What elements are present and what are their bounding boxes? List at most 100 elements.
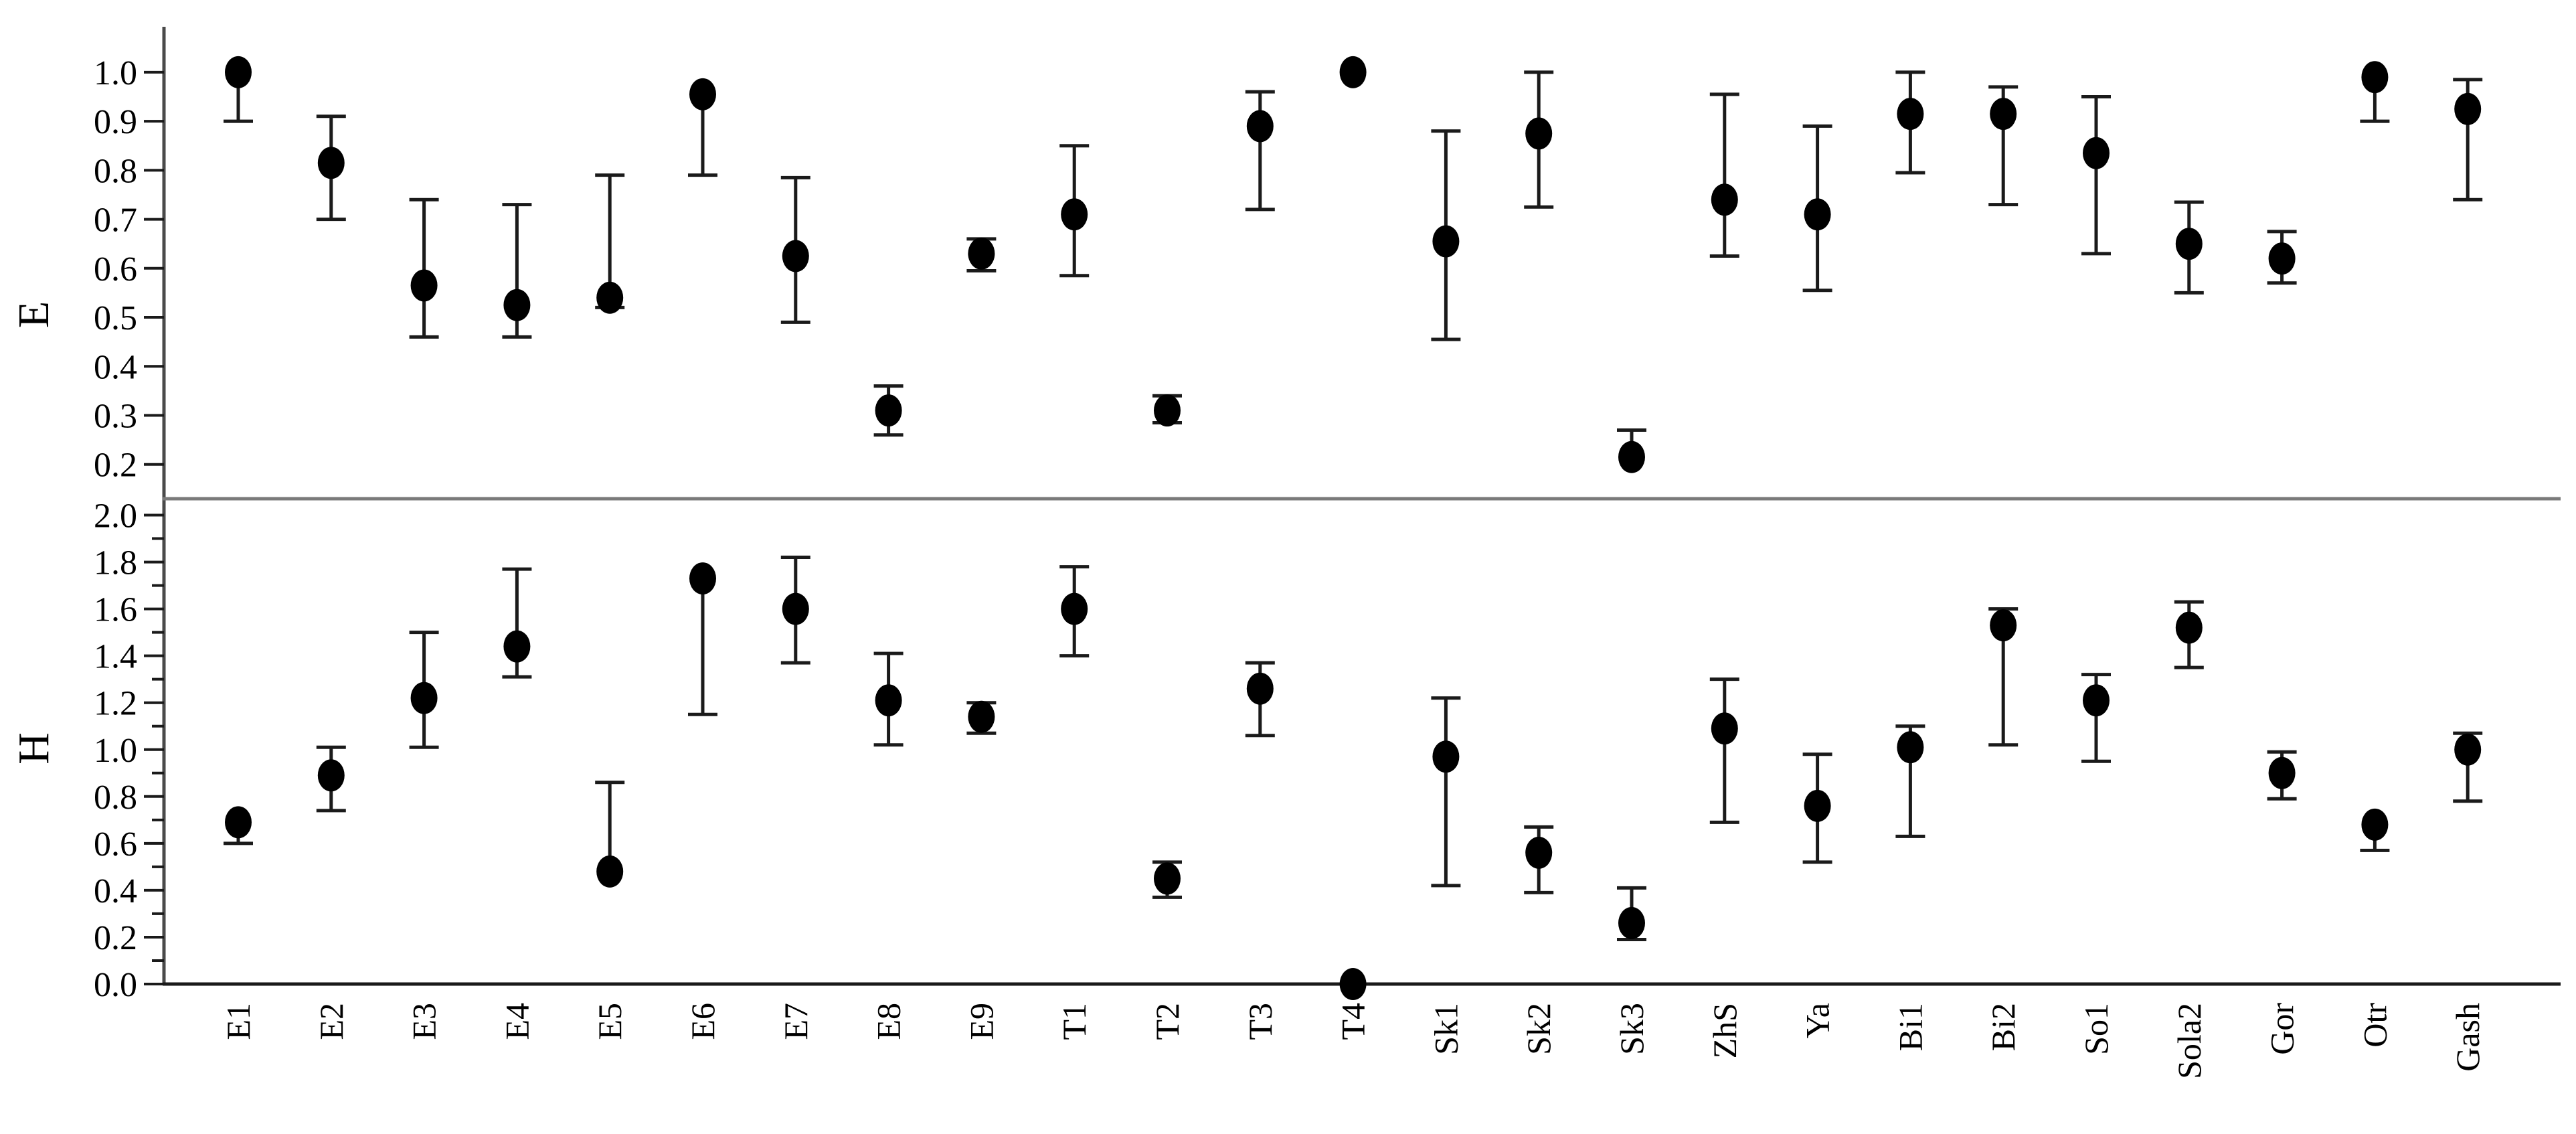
data-point-H-Bi2 (1990, 609, 2017, 642)
data-point-E-Gor (2268, 242, 2296, 275)
data-point-E-E7 (782, 240, 809, 272)
y-tick-label-E: 0.8 (94, 152, 137, 190)
x-category-label-Bi2: Bi2 (1984, 1003, 2022, 1051)
y-tick-label-H: 0.0 (94, 966, 137, 1004)
data-point-E-T2 (1154, 394, 1181, 427)
data-point-H-E6 (689, 562, 716, 595)
y-tick-label-E: 0.4 (94, 348, 137, 386)
x-category-label-Ya: Ya (1799, 1003, 1836, 1038)
data-point-H-Gor (2268, 756, 2296, 789)
data-point-H-E4 (503, 630, 531, 663)
x-category-label-E9: E9 (962, 1003, 1000, 1040)
data-point-H-Sk3 (1618, 906, 1645, 939)
y-tick-label-E: 0.9 (94, 103, 137, 141)
data-point-H-Bi1 (1897, 731, 1924, 764)
data-point-E-Otr (2361, 61, 2389, 94)
y-tick-label-E: 0.2 (94, 447, 137, 485)
data-point-E-E4 (503, 289, 531, 321)
y-tick-label-H: 0.2 (94, 919, 137, 957)
x-category-label-T1: T1 (1055, 1003, 1093, 1040)
x-category-label-Gash: Gash (2449, 1003, 2486, 1072)
data-point-H-E8 (875, 684, 902, 717)
data-point-E-E6 (689, 78, 716, 110)
data-point-E-Bi1 (1897, 98, 1924, 131)
data-point-E-E1 (225, 56, 252, 88)
data-point-H-E9 (968, 700, 995, 733)
x-category-label-Sola2: Sola2 (2170, 1003, 2208, 1079)
x-category-label-E7: E7 (777, 1003, 814, 1040)
y-tick-label-H: 1.0 (94, 732, 137, 770)
x-category-label-T3: T3 (1241, 1003, 1279, 1040)
data-point-E-E8 (875, 394, 902, 427)
data-point-H-E5 (596, 855, 624, 888)
x-category-label-E2: E2 (313, 1003, 350, 1040)
data-point-E-T1 (1061, 198, 1088, 231)
x-category-label-Bi1: Bi1 (1891, 1003, 1929, 1051)
y-tick-label-H: 0.8 (94, 779, 137, 817)
data-point-E-Sk1 (1432, 225, 1460, 258)
x-category-label-Gor: Gor (2263, 1003, 2301, 1055)
y-tick-label-H: 0.6 (94, 825, 137, 864)
data-point-H-E7 (782, 592, 809, 625)
data-point-E-E9 (968, 237, 995, 270)
data-point-H-E1 (225, 806, 252, 839)
data-point-H-So1 (2083, 684, 2110, 717)
x-category-label-E1: E1 (220, 1003, 257, 1040)
x-category-label-T2: T2 (1148, 1003, 1186, 1040)
x-category-label-Sk1: Sk1 (1427, 1003, 1464, 1055)
x-category-label-Sk3: Sk3 (1613, 1003, 1650, 1055)
data-point-H-Gash (2454, 733, 2482, 766)
y-tick-label-H: 0.4 (94, 872, 137, 910)
data-point-E-ZhS (1711, 183, 1738, 216)
x-category-label-E4: E4 (498, 1003, 535, 1040)
x-category-label-T4: T4 (1335, 1003, 1372, 1040)
data-point-H-T2 (1154, 862, 1181, 895)
data-point-E-Ya (1804, 198, 1831, 231)
y-tick-label-H: 1.8 (94, 544, 137, 582)
data-point-H-Ya (1804, 789, 1831, 822)
y-tick-label-H: 1.4 (94, 638, 137, 676)
data-point-E-Bi2 (1990, 98, 2017, 131)
data-point-E-So1 (2083, 137, 2110, 169)
y-axis-title-H: H (9, 732, 58, 764)
data-point-H-Sk2 (1525, 836, 1553, 869)
y-tick-label-H: 1.6 (94, 591, 137, 629)
data-point-H-T3 (1246, 672, 1274, 705)
data-point-E-E3 (410, 269, 438, 302)
data-point-H-E3 (410, 681, 438, 714)
plot-area: 1.0 0.9 0.8 0.7 0.6 0.5 0.4 0.3 0.2 2.0 1.8 1.6 1.4 1… (94, 27, 2561, 1079)
x-category-label-ZhS: ZhS (1706, 1003, 1743, 1058)
data-point-H-ZhS (1711, 712, 1738, 745)
x-category-label-E3: E3 (406, 1003, 443, 1040)
x-category-label-E6: E6 (684, 1003, 721, 1040)
y-tick-label-E: 1.0 (94, 54, 137, 92)
data-point-H-T4 (1339, 968, 1367, 1000)
data-point-E-Sk3 (1618, 440, 1645, 473)
data-point-H-E2 (317, 759, 345, 792)
y-tick-label-E: 0.7 (94, 201, 137, 240)
y-tick-label-E: 0.3 (94, 398, 137, 436)
y-tick-label-E: 0.5 (94, 299, 137, 337)
x-category-label-E8: E8 (870, 1003, 908, 1040)
data-point-E-Gash (2454, 92, 2482, 125)
x-category-label-Otr: Otr (2356, 1003, 2393, 1048)
x-category-label-Sk2: Sk2 (1520, 1003, 1557, 1055)
data-point-E-E2 (317, 147, 345, 179)
data-point-E-Sk2 (1525, 117, 1553, 150)
data-point-H-Otr (2361, 808, 2389, 841)
data-point-H-Sola2 (2175, 611, 2203, 644)
y-tick-label-H: 1.2 (94, 685, 137, 723)
x-category-label-So1: So1 (2077, 1003, 2115, 1055)
y-tick-label-H: 2.0 (94, 497, 137, 536)
data-point-E-E5 (596, 281, 624, 314)
y-axis-title-E: E (9, 301, 58, 328)
data-point-H-Sk1 (1432, 740, 1460, 773)
data-point-E-Sola2 (2175, 228, 2203, 260)
data-point-E-T3 (1246, 110, 1274, 143)
data-point-E-T4 (1339, 56, 1367, 88)
y-tick-label-E: 0.6 (94, 250, 137, 289)
data-point-H-T1 (1061, 592, 1088, 625)
x-category-label-E5: E5 (591, 1003, 628, 1040)
